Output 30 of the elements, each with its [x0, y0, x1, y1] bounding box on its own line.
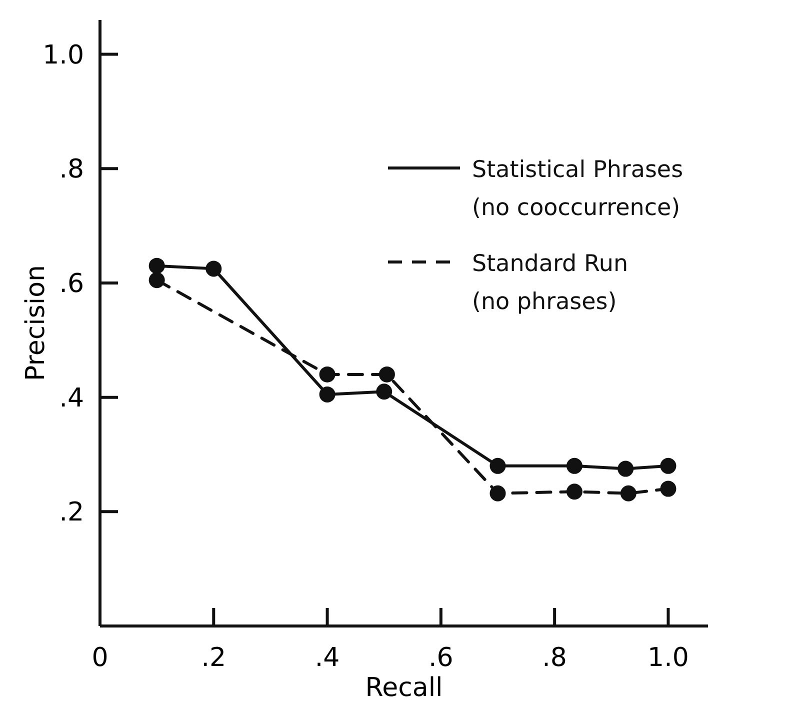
x-tick-label: .2 [201, 643, 226, 673]
legend-label: Standard Run (no phrases) [472, 251, 628, 315]
point [660, 480, 676, 497]
point [319, 386, 336, 402]
point [148, 258, 165, 274]
point [148, 272, 165, 288]
y-tick-label: .4 [59, 383, 84, 414]
x-axis-title: Recall [365, 673, 443, 703]
x-tick-label: .8 [542, 643, 567, 673]
point [376, 384, 392, 400]
x-tick-label: .6 [428, 643, 454, 673]
legend-label: Statistical Phrases (no cooccurrence) [472, 157, 684, 221]
point [566, 484, 582, 500]
point [566, 458, 582, 474]
y-tick-label: .6 [59, 268, 84, 299]
point [490, 485, 506, 502]
point [660, 458, 676, 474]
y-tick-label: 1.0 [42, 40, 84, 70]
point [490, 458, 506, 474]
y-tick-label: .8 [59, 154, 84, 185]
point [620, 485, 636, 502]
x-tick-label: 1.0 [648, 643, 689, 673]
point [319, 366, 336, 382]
x-tick-label: 0 [92, 643, 108, 673]
point [206, 260, 222, 277]
x-tick-label: .4 [314, 643, 340, 673]
point [378, 366, 395, 382]
y-axis-title: Precision [21, 264, 51, 382]
point [618, 460, 634, 477]
y-tick-label: .2 [59, 498, 84, 528]
